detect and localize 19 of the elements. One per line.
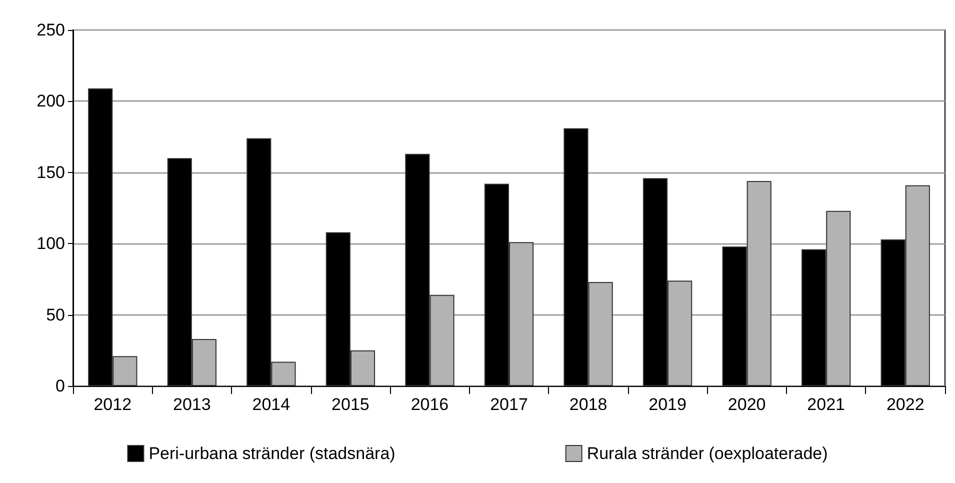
x-tick-label: 2022 [886,395,924,414]
x-tick-label: 2019 [648,395,686,414]
y-tick-label: 50 [46,305,65,324]
y-tick-label: 250 [36,20,65,40]
y-tick-label: 100 [36,234,65,254]
x-tick-label: 2021 [807,395,846,414]
x-tick-label: 2018 [569,395,608,414]
legend-label: Peri-urbana stränder (stadsnära) [148,444,396,463]
x-tick-label: 2020 [728,395,766,414]
y-tick-label: 200 [36,92,65,111]
x-tick-label: 2015 [332,395,370,414]
x-tick-label: 2017 [490,395,528,414]
y-tick-label: 0 [56,376,65,396]
x-tick-label: 2016 [410,395,449,414]
legend-label: Rurala stränder (oexploaterade) [586,444,828,463]
y-tick-label: 150 [36,162,65,182]
x-tick-label: 2014 [252,395,290,414]
x-tick-label: 2013 [172,395,211,414]
x-tick-label: 2012 [94,395,132,414]
